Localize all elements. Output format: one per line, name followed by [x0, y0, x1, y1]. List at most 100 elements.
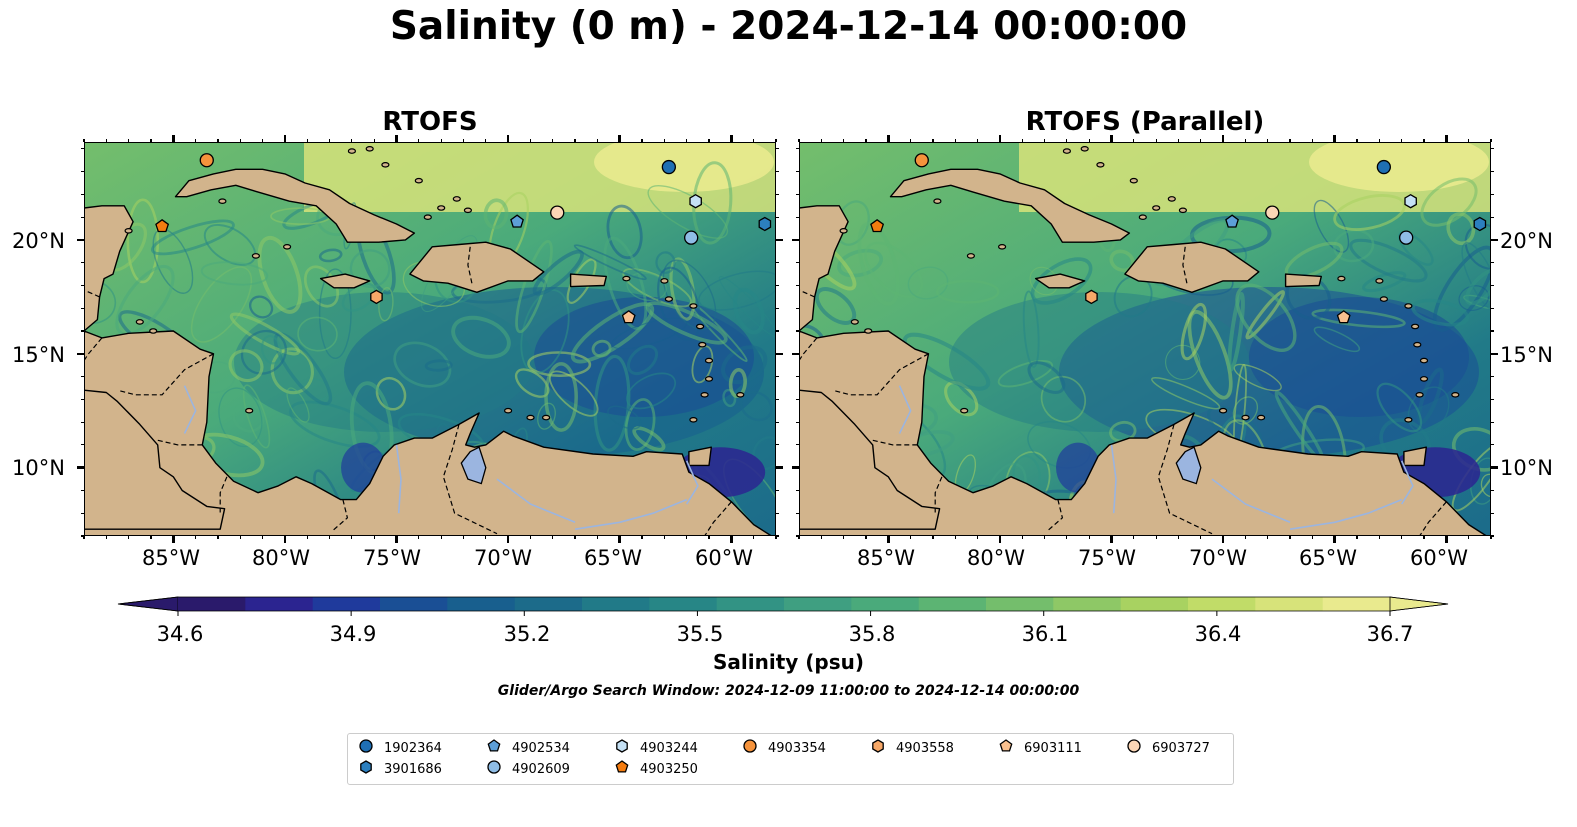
axis-tick — [686, 536, 688, 539]
circle-marker-shape — [1127, 739, 1141, 753]
island — [1219, 407, 1228, 414]
axis-tick — [796, 535, 799, 537]
island — [542, 414, 551, 421]
axis-tick — [1356, 536, 1358, 539]
axis-tick — [1244, 536, 1247, 539]
axis-tick — [1155, 536, 1157, 539]
colorbar-extend-low — [117, 596, 179, 612]
axis-tick — [81, 375, 84, 378]
axis-tick — [796, 193, 799, 195]
axis-tick — [776, 171, 779, 173]
axis-tick — [1491, 466, 1498, 469]
axis-tick — [796, 421, 799, 423]
river — [574, 498, 688, 530]
axis-tick — [618, 135, 621, 142]
axis-tick — [910, 536, 912, 539]
axis-tick — [596, 536, 598, 539]
island — [149, 328, 158, 334]
legend-label: 4903354 — [768, 740, 826, 756]
axis-tick — [796, 171, 799, 173]
float-marker-4903558 — [370, 289, 383, 305]
axis-tick — [954, 139, 956, 142]
axis-tick — [1133, 536, 1135, 539]
island — [1413, 341, 1422, 348]
axis-tick — [440, 139, 442, 142]
axis-tick — [1491, 262, 1494, 264]
axis-tick — [105, 139, 107, 142]
colorbar-tick-label: 34.6 — [156, 622, 204, 646]
island — [933, 198, 942, 205]
axis-tick — [81, 193, 84, 195]
axis-tick — [529, 139, 532, 142]
island — [660, 278, 669, 284]
circle-marker-shape — [743, 739, 757, 753]
axis-tick — [596, 139, 598, 142]
axis-tick — [1155, 139, 1157, 142]
colorbar-segment — [582, 597, 650, 611]
axis-tick — [998, 135, 1002, 142]
axis-tick — [618, 536, 621, 543]
axis-tick — [1491, 307, 1494, 309]
axis-tick — [776, 193, 779, 195]
axis-tick — [81, 421, 84, 423]
country-border — [1046, 499, 1064, 532]
axis-tick — [1221, 135, 1225, 142]
island — [960, 407, 969, 414]
landmass-central — [84, 330, 773, 536]
axis-tick — [776, 444, 779, 446]
float-marker-4903244 — [1404, 193, 1417, 209]
island — [689, 416, 698, 423]
axis-tick — [81, 512, 84, 514]
colorbar-tick-label: 35.5 — [676, 622, 724, 646]
figure-title: Salinity (0 m) - 2024-12-14 00:00:00 — [389, 4, 1188, 49]
axis-tick — [195, 536, 197, 539]
axis-tick — [83, 536, 85, 539]
island — [1096, 161, 1105, 168]
lat-label-left-20: 20°N — [12, 229, 65, 253]
river — [1400, 460, 1414, 505]
axis-tick — [1177, 139, 1180, 142]
country-border — [934, 476, 943, 514]
river — [898, 385, 912, 434]
axis-tick — [1491, 352, 1498, 356]
axis-tick — [910, 139, 912, 142]
island — [1129, 177, 1138, 184]
axis-tick — [485, 536, 487, 539]
country-border — [1182, 246, 1188, 286]
axis-tick — [351, 536, 353, 539]
island — [423, 214, 432, 221]
axis-tick — [77, 466, 84, 469]
island — [689, 303, 698, 309]
axis-tick — [1088, 139, 1090, 142]
island — [218, 198, 227, 205]
legend-label: 6903111 — [1024, 740, 1082, 756]
circle-marker-icon — [486, 759, 512, 779]
axis-tick — [932, 536, 934, 539]
island — [251, 253, 260, 259]
landmass-yucatan — [84, 205, 134, 332]
landmass-hispaniola — [1124, 241, 1260, 293]
colorbar-segment — [716, 597, 785, 611]
colorbar-segment — [649, 597, 718, 611]
axis-tick — [306, 139, 308, 142]
axis-tick — [81, 444, 84, 446]
axis-tick — [195, 139, 197, 142]
axis-tick — [1066, 139, 1068, 142]
island — [283, 244, 292, 250]
country-border — [219, 476, 228, 514]
lon-label-right-85: 85°W — [857, 546, 915, 570]
axis-tick — [1491, 216, 1494, 218]
island — [704, 357, 714, 364]
legend-item: 4903250 — [614, 759, 698, 779]
legend-item: 6903111 — [998, 738, 1082, 758]
axis-tick — [1333, 135, 1336, 142]
island — [452, 196, 461, 202]
colorbar-segment — [784, 597, 852, 611]
lon-label-right-75: 75°W — [1078, 546, 1136, 570]
axis-tick — [776, 352, 783, 356]
legend-label: 4903558 — [896, 740, 954, 756]
island — [1419, 357, 1429, 364]
axis-tick — [1445, 135, 1448, 142]
axis-tick — [865, 139, 867, 142]
axis-tick — [150, 536, 152, 539]
